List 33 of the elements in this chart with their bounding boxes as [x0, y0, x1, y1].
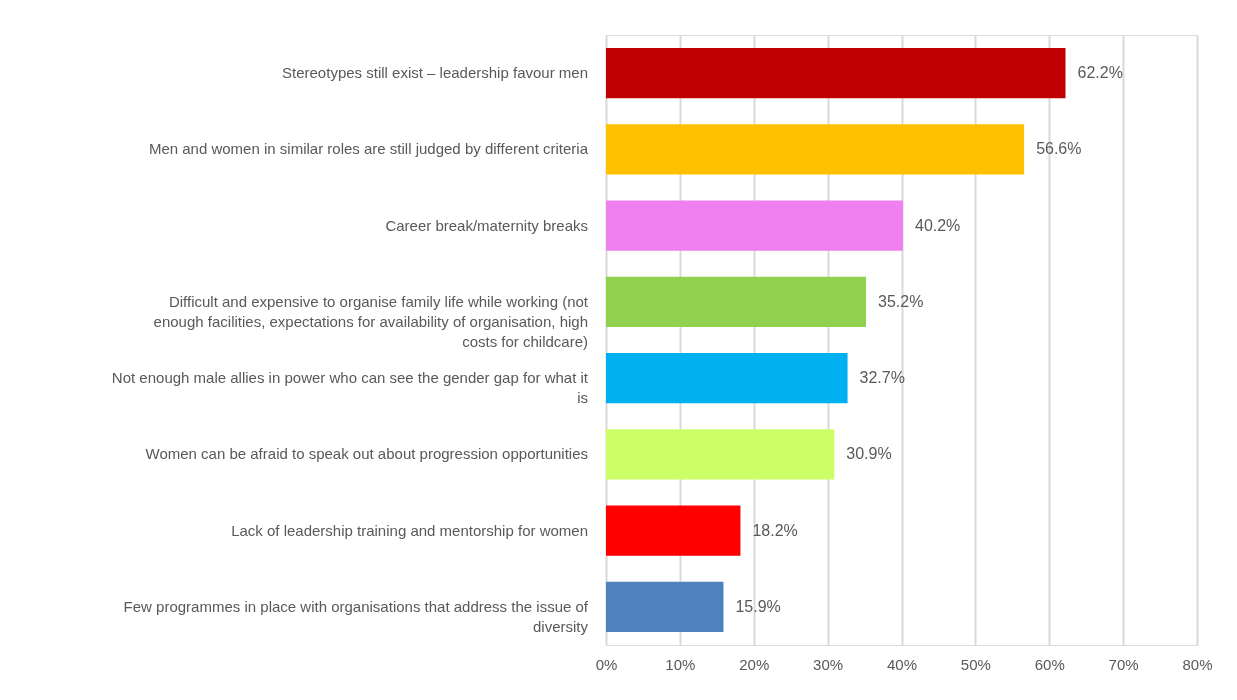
x-tick-label: 30%: [813, 655, 844, 673]
data-label: 40.2%: [914, 216, 961, 234]
data-label: 35.2%: [878, 292, 924, 310]
x-tick-label: 60%: [1034, 655, 1065, 673]
y-tick-label: Few programmes in place with organisations that address the issue of diversity: [123, 597, 589, 635]
x-tick-label: 80%: [1182, 655, 1213, 673]
y-tick-label: Not enough male allies in power who can see the gender gap for what it is: [111, 369, 589, 407]
x-tick-label: 40%: [886, 655, 918, 673]
bar: [606, 200, 903, 251]
bar: [606, 352, 848, 404]
bar: [606, 505, 741, 556]
data-label: 62.2%: [1077, 64, 1123, 82]
data-label: 32.7%: [859, 369, 905, 387]
x-tick-label: 0%: [595, 655, 618, 673]
bar: [606, 429, 835, 480]
data-label: 56.6%: [1036, 140, 1082, 158]
bar: [606, 47, 1066, 99]
x-tick-label: 10%: [665, 655, 696, 673]
bar: [606, 581, 724, 633]
x-tick-label: 70%: [1108, 655, 1139, 673]
y-tick-label: Career break/maternity breaks: [385, 216, 588, 234]
x-tick-label: 50%: [960, 655, 991, 673]
y-tick-label: Difficult and expensive to organise family life while working (not enough facilities, expectations for availability of organisation, high costs for childcare): [153, 292, 589, 350]
x-tick-label: 20%: [739, 655, 770, 673]
data-label: 30.9%: [846, 445, 892, 463]
y-tick-label: Men and women in similar roles are still judged by different criteria: [148, 140, 589, 158]
y-tick-label: Women can be afraid to speak out about progression opportunities: [145, 445, 588, 463]
data-label: 18.2%: [752, 521, 798, 539]
bar: [606, 124, 1025, 175]
y-tick-label: Lack of leadership training and mentorship for women: [231, 521, 588, 539]
data-label: 15.9%: [735, 597, 781, 615]
y-tick-label: Stereotypes still exist – leadership favour men: [282, 64, 588, 82]
bar: [606, 276, 867, 328]
